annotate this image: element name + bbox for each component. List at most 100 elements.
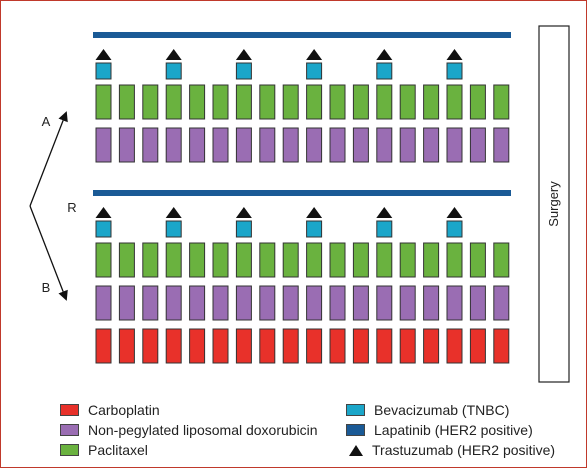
arm-a-label: A bbox=[42, 114, 51, 129]
doxorubicin-dose bbox=[469, 127, 486, 163]
paclitaxel-dose bbox=[376, 84, 393, 120]
doxorubicin-dose bbox=[376, 127, 393, 163]
doxorubicin-dose bbox=[165, 127, 182, 163]
doxorubicin-dose bbox=[165, 285, 182, 321]
legend-label-doxorubicin: Non-pegylated liposomal doxorubicin bbox=[88, 422, 318, 438]
doxorubicin-dose bbox=[329, 285, 346, 321]
doxorubicin-dose bbox=[189, 285, 206, 321]
paclitaxel-dose bbox=[142, 242, 159, 278]
legend-label-lapatinib: Lapatinib (HER2 positive) bbox=[374, 422, 533, 438]
lapatinib-bar bbox=[93, 32, 511, 38]
carboplatin-dose bbox=[376, 328, 393, 364]
paclitaxel-dose bbox=[352, 242, 369, 278]
trastuzumab-dose-icon bbox=[165, 207, 182, 218]
paclitaxel-dose bbox=[493, 242, 510, 278]
doxorubicin-dose bbox=[282, 127, 299, 163]
carboplatin-dose bbox=[142, 328, 159, 364]
doxorubicin-dose bbox=[118, 285, 135, 321]
paclitaxel-dose bbox=[165, 242, 182, 278]
legend-label-bevacizumab: Bevacizumab (TNBC) bbox=[374, 402, 510, 418]
arrow-to-arm-a bbox=[29, 111, 68, 207]
doxorubicin-dose bbox=[469, 285, 486, 321]
doxorubicin-dose bbox=[282, 285, 299, 321]
trastuzumab-dose-icon bbox=[235, 49, 252, 60]
legend-item-trastuzumab: Trastuzumab (HER2 positive) bbox=[346, 442, 555, 458]
bevacizumab-swatch bbox=[346, 404, 365, 416]
trastuzumab-dose-icon bbox=[306, 49, 323, 60]
legend-label-carboplatin: Carboplatin bbox=[88, 402, 160, 418]
doxorubicin-dose bbox=[212, 127, 229, 163]
paclitaxel-dose bbox=[165, 84, 182, 120]
doxorubicin-dose bbox=[399, 127, 416, 163]
paclitaxel-dose bbox=[212, 84, 229, 120]
doxorubicin-dose bbox=[118, 127, 135, 163]
carboplatin-dose bbox=[469, 328, 486, 364]
doxorubicin-dose bbox=[189, 127, 206, 163]
bevacizumab-dose bbox=[235, 220, 252, 238]
paclitaxel-dose bbox=[469, 242, 486, 278]
paclitaxel-dose bbox=[189, 242, 206, 278]
paclitaxel-dose bbox=[352, 84, 369, 120]
carboplatin-dose bbox=[212, 328, 229, 364]
paclitaxel-dose bbox=[235, 242, 252, 278]
paclitaxel-dose bbox=[446, 242, 463, 278]
doxorubicin-dose bbox=[306, 127, 323, 163]
surgery-label: Surgery bbox=[546, 181, 561, 227]
paclitaxel-dose bbox=[282, 242, 299, 278]
carboplatin-dose bbox=[282, 328, 299, 364]
arm-b-label: B bbox=[42, 280, 51, 295]
doxorubicin-dose bbox=[259, 127, 276, 163]
bevacizumab-dose bbox=[376, 220, 393, 238]
bevacizumab-dose bbox=[446, 220, 463, 238]
doxorubicin-dose bbox=[376, 285, 393, 321]
trastuzumab-dose-icon bbox=[446, 49, 463, 60]
carboplatin-dose bbox=[423, 328, 440, 364]
paclitaxel-dose bbox=[189, 84, 206, 120]
doxorubicin-dose bbox=[329, 127, 346, 163]
paclitaxel-dose bbox=[282, 84, 299, 120]
doxorubicin-dose bbox=[259, 285, 276, 321]
carboplatin-dose bbox=[306, 328, 323, 364]
doxorubicin-dose bbox=[142, 285, 159, 321]
carboplatin-swatch bbox=[60, 404, 79, 416]
lapatinib-swatch bbox=[346, 424, 365, 436]
carboplatin-dose bbox=[118, 328, 135, 364]
doxorubicin-dose bbox=[95, 285, 112, 321]
doxorubicin-dose bbox=[235, 285, 252, 321]
paclitaxel-dose bbox=[469, 84, 486, 120]
carboplatin-dose bbox=[399, 328, 416, 364]
trastuzumab-dose-icon bbox=[376, 207, 393, 218]
arm-b-schedule bbox=[93, 190, 511, 364]
paclitaxel-dose bbox=[423, 242, 440, 278]
trastuzumab-dose-icon bbox=[95, 207, 112, 218]
carboplatin-dose bbox=[352, 328, 369, 364]
carboplatin-dose bbox=[165, 328, 182, 364]
bevacizumab-dose bbox=[165, 62, 182, 80]
paclitaxel-dose bbox=[376, 242, 393, 278]
paclitaxel-dose bbox=[95, 84, 112, 120]
paclitaxel-dose bbox=[118, 84, 135, 120]
paclitaxel-dose bbox=[235, 84, 252, 120]
doxorubicin-dose bbox=[423, 127, 440, 163]
trial-schema-diagram: A B R Surgery bbox=[29, 25, 570, 383]
doxorubicin-dose bbox=[446, 127, 463, 163]
bevacizumab-dose bbox=[235, 62, 252, 80]
bevacizumab-dose bbox=[446, 62, 463, 80]
doxorubicin-dose bbox=[95, 127, 112, 163]
paclitaxel-dose bbox=[212, 242, 229, 278]
trastuzumab-dose-icon bbox=[446, 207, 463, 218]
doxorubicin-dose bbox=[399, 285, 416, 321]
doxorubicin-dose bbox=[142, 127, 159, 163]
trastuzumab-dose-icon bbox=[95, 49, 112, 60]
carboplatin-dose bbox=[235, 328, 252, 364]
arm-a-schedule bbox=[93, 32, 511, 163]
trastuzumab-dose-icon bbox=[235, 207, 252, 218]
legend-item-bevacizumab: Bevacizumab (TNBC) bbox=[346, 402, 509, 418]
paclitaxel-dose bbox=[306, 242, 323, 278]
paclitaxel-dose bbox=[118, 242, 135, 278]
paclitaxel-dose bbox=[306, 84, 323, 120]
carboplatin-dose bbox=[189, 328, 206, 364]
trastuzumab-dose-icon bbox=[376, 49, 393, 60]
legend-item-lapatinib: Lapatinib (HER2 positive) bbox=[346, 422, 533, 438]
randomisation-label: R bbox=[67, 200, 76, 215]
